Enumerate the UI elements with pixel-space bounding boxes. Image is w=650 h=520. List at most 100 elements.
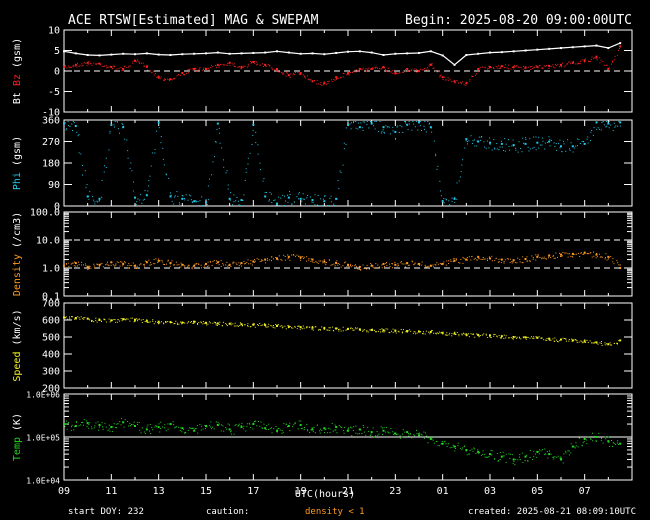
data-point [307, 430, 309, 432]
data-point [268, 428, 270, 430]
data-point [272, 69, 274, 71]
data-point [499, 337, 501, 339]
data-point [229, 431, 231, 433]
data-point [354, 265, 356, 267]
data-point [103, 165, 105, 167]
data-point [494, 334, 496, 336]
data-point [351, 328, 353, 330]
data-point [195, 201, 197, 203]
data-point [498, 68, 500, 70]
data-point [118, 132, 120, 134]
data-point [522, 262, 524, 264]
data-point [227, 62, 229, 64]
data-point [340, 77, 342, 79]
data-point [105, 264, 107, 266]
data-point [397, 73, 399, 75]
data-point [605, 126, 607, 128]
data-point [562, 462, 564, 464]
data-point [94, 203, 96, 205]
data-point [607, 122, 610, 125]
data-point [335, 262, 338, 265]
y-tick-label: 10 [48, 26, 60, 37]
series-density [63, 251, 622, 271]
data-point [191, 321, 193, 323]
data-point [569, 149, 571, 151]
data-point [427, 121, 429, 122]
data-point [455, 259, 457, 261]
data-point [184, 431, 186, 433]
data-point [261, 260, 263, 262]
data-point [501, 66, 503, 68]
data-point [498, 149, 500, 151]
data-point [563, 66, 565, 68]
data-point [500, 455, 503, 458]
data-point [422, 333, 424, 335]
data-point [305, 260, 307, 262]
data-point [71, 130, 73, 132]
data-point [585, 341, 587, 343]
data-point [114, 265, 116, 267]
data-point [157, 262, 159, 264]
data-point [595, 253, 598, 256]
data-point [81, 261, 83, 263]
data-point [377, 267, 379, 269]
data-point [331, 79, 333, 81]
data-point [323, 326, 325, 328]
data-point [402, 71, 404, 73]
data-point [573, 60, 575, 62]
data-point [461, 333, 463, 335]
data-point [557, 455, 559, 457]
data-point [498, 65, 500, 67]
data-point [504, 150, 506, 152]
data-point [554, 67, 556, 69]
data-point [539, 257, 541, 259]
data-point [615, 443, 617, 445]
data-point [301, 427, 303, 429]
data-point [146, 194, 148, 196]
data-point [583, 45, 586, 48]
y-tick-label: 270 [42, 137, 60, 148]
data-point [512, 458, 515, 461]
data-point [529, 148, 531, 150]
data-point [416, 71, 418, 73]
data-point [275, 258, 277, 260]
data-point [407, 71, 409, 73]
data-point [435, 155, 437, 157]
data-point [89, 266, 91, 268]
data-point [277, 324, 279, 326]
data-point [381, 131, 383, 133]
data-point [159, 78, 161, 80]
data-point [154, 73, 156, 75]
data-point [425, 432, 427, 434]
data-point [190, 195, 192, 197]
data-point [356, 327, 358, 329]
data-point [134, 320, 136, 322]
data-point [553, 66, 555, 68]
data-point [593, 435, 595, 437]
data-point [210, 428, 212, 430]
data-point [590, 58, 592, 60]
series-speed [63, 316, 622, 346]
data-point [109, 65, 111, 67]
data-point [414, 262, 416, 264]
data-point [143, 264, 145, 266]
data-point [350, 72, 352, 74]
data-point [176, 324, 178, 326]
data-point [583, 440, 585, 442]
data-point [78, 264, 80, 266]
data-point [303, 327, 305, 329]
data-point [124, 318, 126, 320]
data-point [476, 333, 478, 335]
data-point [145, 65, 148, 68]
data-point [548, 255, 550, 257]
data-point [463, 257, 465, 259]
data-point [382, 329, 385, 332]
data-point [254, 326, 256, 328]
data-point [136, 423, 138, 425]
data-point [439, 180, 441, 182]
data-point [418, 434, 420, 437]
data-point [515, 459, 517, 461]
data-point [394, 432, 396, 434]
data-point [290, 73, 292, 75]
